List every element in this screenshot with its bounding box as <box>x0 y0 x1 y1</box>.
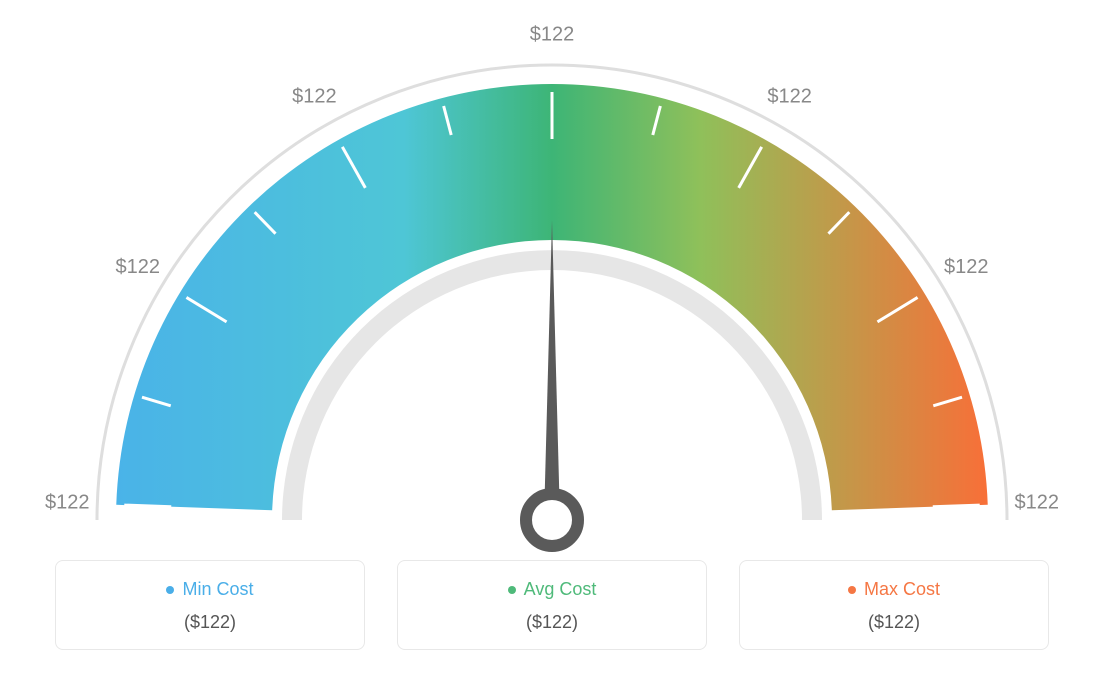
legend-label-min: Min Cost <box>166 579 253 600</box>
legend-row: Min Cost ($122) Avg Cost ($122) Max Cost… <box>15 560 1089 650</box>
legend-label-max-text: Max Cost <box>864 579 940 600</box>
legend-card-min: Min Cost ($122) <box>55 560 365 650</box>
legend-value-avg: ($122) <box>526 612 578 633</box>
svg-text:$122: $122 <box>292 85 337 107</box>
svg-text:$122: $122 <box>115 256 160 278</box>
legend-label-avg-text: Avg Cost <box>524 579 597 600</box>
legend-dot-min <box>166 586 174 594</box>
legend-label-avg: Avg Cost <box>508 579 597 600</box>
svg-text:$122: $122 <box>944 256 989 278</box>
chart-container: $122 $122 $122 $122 $122 $122 $122 Min Cost ($… <box>0 0 1104 690</box>
legend-dot-avg <box>508 586 516 594</box>
gauge-chart: $122 $122 $122 $122 $122 $122 $122 <box>0 0 1104 560</box>
legend-dot-max <box>848 586 856 594</box>
legend-card-max: Max Cost ($122) <box>739 560 1049 650</box>
legend-label-max: Max Cost <box>848 579 940 600</box>
legend-value-max: ($122) <box>868 612 920 633</box>
legend-card-avg: Avg Cost ($122) <box>397 560 707 650</box>
legend-value-min: ($122) <box>184 612 236 633</box>
svg-text:$122: $122 <box>1014 491 1059 513</box>
svg-text:$122: $122 <box>45 491 90 513</box>
legend-label-min-text: Min Cost <box>182 579 253 600</box>
svg-text:$122: $122 <box>530 23 575 45</box>
svg-text:$122: $122 <box>767 85 812 107</box>
